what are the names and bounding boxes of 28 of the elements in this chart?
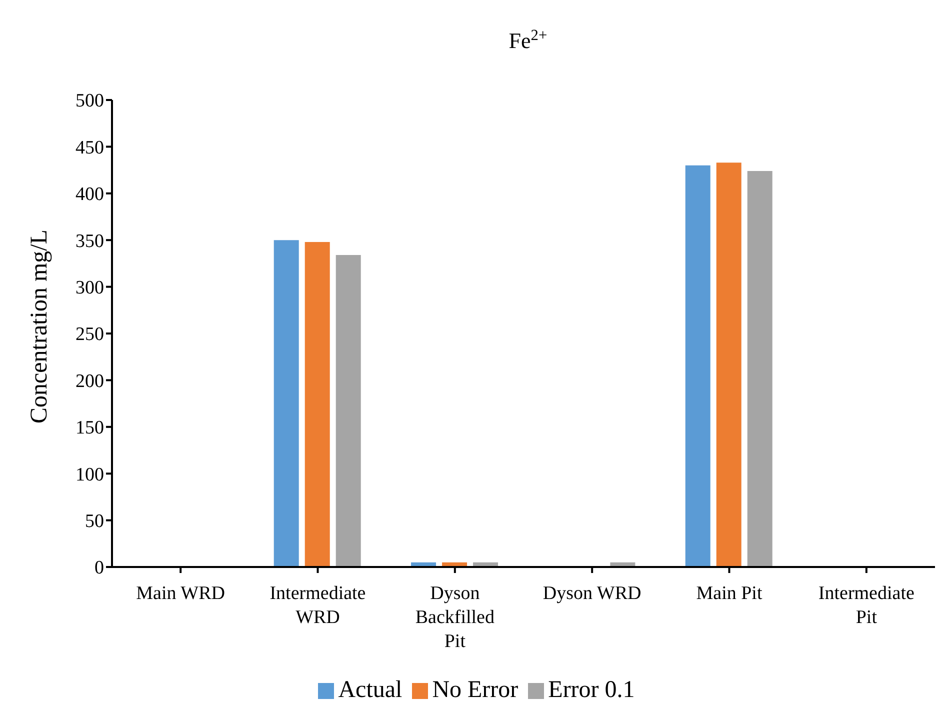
y-tick-label: 250: [76, 324, 104, 346]
legend-label: Error 0.1: [548, 677, 635, 703]
y-tick-label: 200: [76, 370, 104, 392]
x-tick-label: Main WRD: [136, 583, 226, 604]
y-tick-label: 50: [85, 511, 104, 532]
y-tick-label: 500: [76, 90, 104, 112]
y-tick-label: 300: [76, 278, 104, 299]
y-tick-label: 150: [76, 418, 104, 439]
bar: [685, 165, 710, 567]
y-tick-label: 350: [76, 230, 104, 252]
x-tick-label: Main Pit: [696, 583, 763, 604]
x-tick-label: Dyson Backfilled Pit: [415, 583, 495, 652]
legend-label: Actual: [338, 677, 402, 703]
bar: [747, 170, 772, 567]
bar: [716, 162, 742, 567]
bar: [304, 242, 330, 567]
chart-title: Fe$^{2+}$: [508, 26, 548, 53]
x-tick-label: Dyson WRD: [542, 583, 642, 604]
y-tick-label: 400: [76, 184, 104, 206]
x-tick-label: Intermediate Pit: [818, 583, 914, 628]
y-tick-label: 100: [76, 464, 104, 486]
y-tick-label: 0: [94, 558, 104, 579]
y-axis-title: Concentration mg/L: [26, 230, 53, 424]
bar: [336, 255, 361, 567]
y-tick-label: 450: [76, 137, 104, 158]
bar: [274, 240, 299, 567]
x-tick-label: Intermediate WRD: [270, 583, 366, 628]
legend-label: No Error: [432, 677, 518, 703]
